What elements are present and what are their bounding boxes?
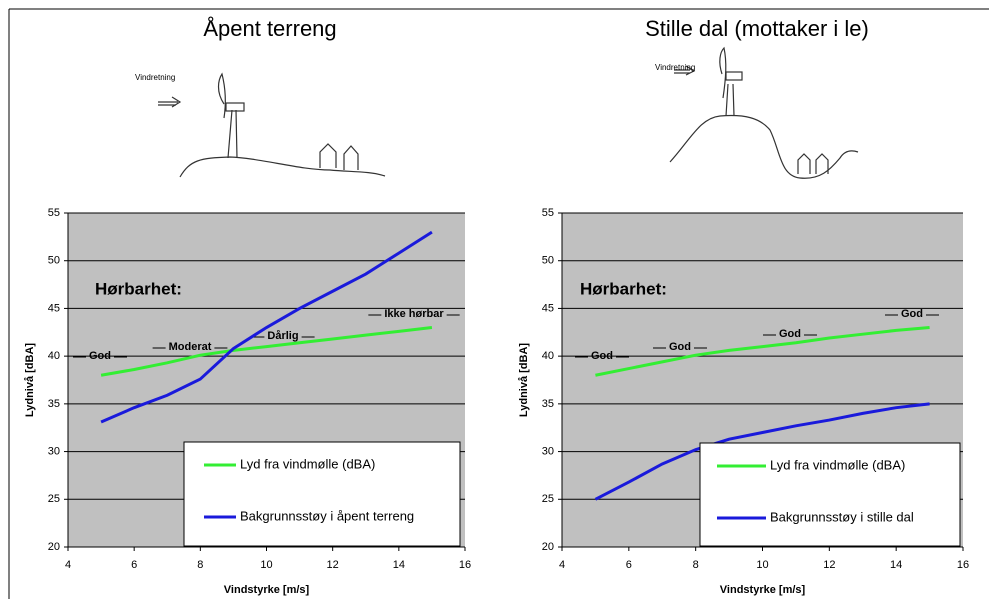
y-axis-label: Lydnivå [dBA] [24,343,36,417]
y-tick-label: 45 [48,302,60,314]
legend-box [699,442,961,547]
y-tick-label: 55 [48,207,60,219]
annotation: God [591,350,613,362]
annotation: Ikke hørbar [384,308,444,320]
x-axis-label: Vindstyrke [m/s] [224,584,310,596]
x-tick-label: 10 [260,559,272,571]
y-tick-label: 20 [542,541,554,553]
y-tick-label: 50 [48,255,60,267]
series-line [595,326,930,377]
y-tick-label: 20 [48,541,60,553]
x-tick-label: 12 [823,559,835,571]
y-tick-label: 30 [48,445,60,457]
chart-title: Stille dal (mottaker i le) [645,16,869,41]
annotation: God [779,328,801,340]
series-line [100,230,433,424]
series-line [100,326,433,377]
annotation: God [901,308,923,320]
annotation: God [669,341,691,353]
sketch-quiet-valley [669,46,859,179]
sketch-label: Vindretning [135,73,175,82]
chart-title: Åpent terreng [203,16,336,41]
x-tick-label: 14 [393,559,405,571]
y-tick-label: 50 [542,255,554,267]
y-tick-label: 35 [542,398,554,410]
y-tick-label: 45 [542,302,554,314]
x-tick-label: 4 [65,559,71,571]
annotation: Moderat [169,341,212,353]
legend-box [183,441,461,547]
annotation-title: Hørbarhet: [580,279,667,298]
x-axis-label: Vindstyrke [m/s] [720,584,806,596]
legend-label: Bakgrunnsstøy i åpent terreng [240,508,414,523]
legend-label: Lyd fra vindmølle (dBA) [240,456,375,471]
x-tick-label: 10 [756,559,768,571]
y-tick-label: 35 [48,398,60,410]
x-tick-label: 12 [327,559,339,571]
x-tick-label: 8 [197,559,203,571]
sketch-label: Vindretning [655,63,695,72]
sketch-open-terrain [158,72,386,178]
y-tick-label: 55 [542,207,554,219]
legend-label: Lyd fra vindmølle (dBA) [770,457,905,472]
legend-label: Bakgrunnsstøy i stille dal [770,509,914,524]
y-tick-label: 25 [48,493,60,505]
series-line [594,402,930,501]
annotation: Dårlig [267,330,298,342]
x-tick-label: 14 [890,559,902,571]
x-tick-label: 4 [559,559,565,571]
x-tick-label: 6 [626,559,632,571]
annotation-title: Hørbarhet: [95,279,182,298]
annotation: God [89,350,111,362]
x-tick-label: 16 [459,559,471,571]
y-axis-label: Lydnivå [dBA] [518,343,530,417]
x-tick-label: 8 [693,559,699,571]
x-tick-label: 16 [957,559,969,571]
y-tick-label: 40 [48,350,60,362]
x-tick-label: 6 [131,559,137,571]
y-tick-label: 30 [542,445,554,457]
y-tick-label: 40 [542,350,554,362]
y-tick-label: 25 [542,493,554,505]
